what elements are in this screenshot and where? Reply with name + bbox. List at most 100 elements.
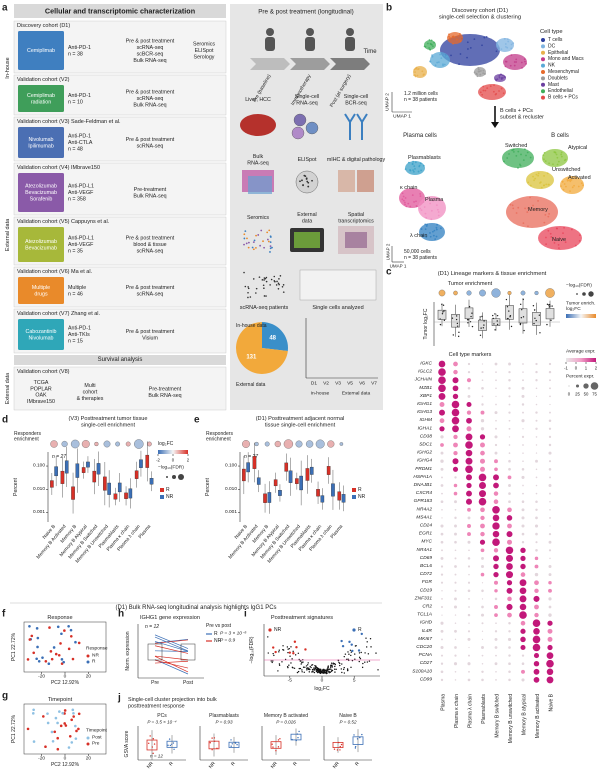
point [467, 322, 469, 324]
expression-dot [480, 466, 485, 472]
sample-point [173, 748, 175, 750]
cluster-label: Naive [552, 237, 566, 243]
expression-dot [522, 452, 524, 454]
expression-dot [548, 573, 552, 577]
box [92, 470, 97, 483]
box [117, 482, 122, 493]
gene-point [377, 669, 379, 671]
cell-dot [404, 203, 406, 206]
seromics-dot [255, 246, 257, 249]
cell-dot [419, 207, 422, 210]
gene-label: XBP1 [419, 393, 433, 399]
sample-point [62, 660, 65, 664]
cell-dot [459, 40, 462, 43]
expression-dot [494, 630, 498, 633]
x-tick-label: NR [208, 760, 217, 770]
expression-dot [533, 660, 540, 667]
therapy: Anti-CTLA [68, 140, 93, 146]
expression-dot [454, 614, 457, 616]
point [509, 316, 511, 318]
box [228, 741, 240, 748]
gene-point [300, 663, 302, 665]
gene-point [329, 671, 332, 673]
expression-dot [481, 598, 484, 600]
expression-dot [440, 443, 444, 447]
elispot-dot [302, 184, 304, 187]
gene-point [367, 653, 370, 655]
drug: POPLAR [30, 386, 52, 392]
cell-dot [525, 154, 527, 157]
expression-dot [521, 475, 525, 479]
expression-dot [492, 530, 500, 538]
expression-dot [467, 613, 471, 617]
cell-dot [512, 42, 515, 45]
highlight-point [293, 640, 297, 643]
point [505, 298, 508, 301]
box [518, 308, 528, 324]
y-tick-label: 0.100 [225, 463, 237, 469]
expression-dot [440, 524, 444, 528]
point [548, 306, 550, 308]
umap-cluster [478, 84, 506, 100]
expression-dot [508, 444, 511, 446]
highlight-point [304, 648, 307, 651]
cell-dot [501, 74, 504, 77]
patient-dot [255, 292, 257, 294]
seromics-dot [252, 248, 255, 251]
point [441, 303, 443, 306]
gene-label: IGHM [419, 417, 432, 423]
cell-dot [425, 236, 428, 238]
x-tick-label: Plasmablasts [481, 694, 487, 724]
expression-dot [549, 476, 551, 479]
panel-title: (D1) Posttreatment adjacent normal [256, 416, 345, 422]
expression-dot [481, 565, 484, 568]
cell-dot [502, 92, 505, 95]
gene-point [368, 660, 371, 662]
cell-dot [562, 232, 564, 235]
y-tick-label: 0.010 [225, 486, 237, 492]
cell-dot [437, 214, 440, 217]
patient-dot [273, 275, 276, 278]
sample-point [74, 737, 78, 740]
expression-dot [508, 452, 511, 454]
box [124, 492, 128, 499]
expression-dot [549, 525, 551, 527]
cell-dot [442, 64, 444, 67]
cell-dot [455, 38, 458, 41]
cell-dot [574, 244, 577, 247]
point [455, 315, 458, 317]
panel-title: Cellular and transcriptomic characteriza… [45, 7, 195, 16]
gene-point [278, 651, 280, 653]
therapy: Anti-VEGF [68, 242, 94, 248]
cell-dot [523, 148, 526, 151]
umap-cluster [496, 38, 514, 52]
gene-point [303, 671, 305, 674]
expression-dot [481, 662, 484, 665]
cell-dot [517, 166, 519, 169]
legend-label: NK [548, 63, 556, 69]
expression-dot [452, 458, 459, 465]
cell-dot [508, 153, 510, 155]
box [309, 466, 314, 475]
cell-dot [507, 40, 510, 43]
box [270, 741, 282, 749]
cell-dot [473, 38, 476, 40]
therapy: Anti-PD-L1 [68, 236, 94, 242]
sample-point [339, 749, 341, 751]
expression-dot [521, 678, 525, 682]
point [471, 312, 473, 314]
expression-dot [508, 662, 511, 666]
gene-point [328, 671, 330, 674]
expression-dot [520, 555, 526, 562]
assay: Bulk RNA-seq [133, 193, 166, 199]
p-value: P = 0.026 [276, 720, 296, 725]
sample-point [236, 744, 238, 746]
seromics-dot [268, 229, 271, 232]
cell-dot [537, 174, 540, 177]
sample-point [63, 709, 67, 712]
cell-dot [429, 235, 432, 238]
sample-size: n = 27 [244, 454, 258, 460]
drug: Nivolumab [28, 335, 53, 341]
expression-dot [533, 653, 540, 659]
cell-dot [417, 170, 420, 173]
